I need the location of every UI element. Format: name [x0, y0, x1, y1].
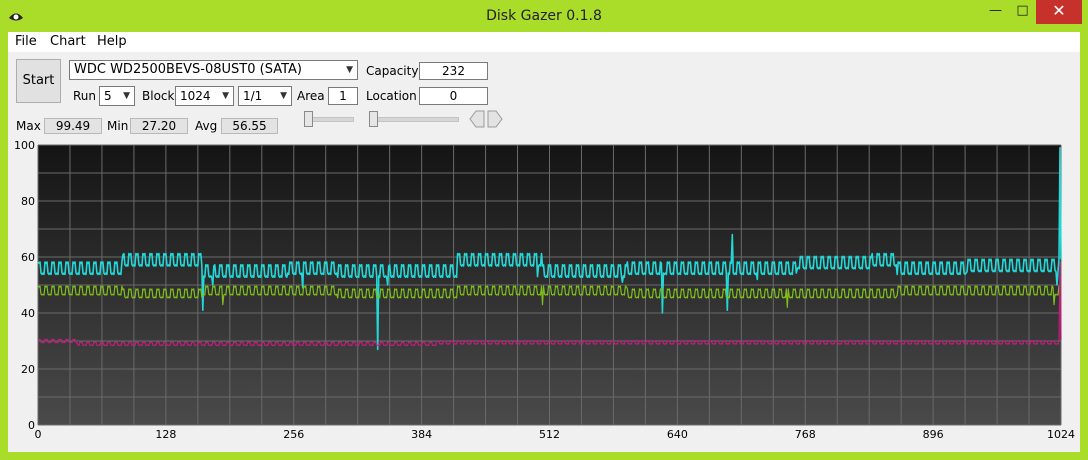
capacity-field: 232 — [419, 62, 488, 80]
location-field[interactable]: 0 — [419, 87, 488, 105]
max-value: 99.49 — [44, 118, 102, 134]
x-tick-label: 384 — [411, 428, 432, 441]
scroll-buttons — [469, 110, 503, 128]
location-label: Location — [366, 89, 417, 103]
window-title: Disk Gazer 0.1.8 — [486, 8, 602, 24]
drive-select[interactable]: WDC WD2500BEVS-08UST0 (SATA) ▼ — [69, 60, 358, 80]
run-select[interactable]: 5 ▼ — [99, 86, 135, 106]
start-button[interactable]: Start — [16, 59, 61, 103]
chart-series — [37, 147, 1062, 351]
x-tick-label: 896 — [923, 428, 944, 441]
x-tick-label: 128 — [155, 428, 176, 441]
area-field[interactable]: 1 — [328, 87, 358, 105]
scroll-left-icon[interactable] — [469, 110, 485, 128]
y-tick-label: 100 — [14, 140, 35, 152]
y-tick-label: 0 — [28, 419, 35, 432]
menu-help[interactable]: Help — [97, 34, 127, 49]
x-tick-label: 512 — [539, 428, 560, 441]
title-bar[interactable]: Disk Gazer 0.1.8 — □ ✕ — [0, 0, 1088, 32]
series-line-magenta — [37, 261, 1062, 347]
avg-value: 56.55 — [221, 118, 278, 134]
y-tick-label: 60 — [21, 251, 35, 264]
series-line-green — [37, 285, 1062, 308]
area-label: Area — [297, 89, 325, 103]
menu-file[interactable]: File — [15, 34, 37, 49]
y-tick-label: 20 — [21, 363, 35, 376]
x-tick-label: 256 — [283, 428, 304, 441]
position-slider-track[interactable] — [369, 117, 459, 122]
block-select-value: 1024 — [180, 89, 211, 103]
maximize-button[interactable]: □ — [1016, 3, 1029, 18]
y-tick-label: 80 — [21, 195, 35, 208]
drive-select-value: WDC WD2500BEVS-08UST0 (SATA) — [74, 62, 302, 77]
chevron-down-icon: ▼ — [280, 91, 287, 101]
x-tick-label: 1024 — [1047, 428, 1075, 441]
position-slider-thumb[interactable] — [369, 111, 378, 127]
chevron-down-icon: ▼ — [346, 65, 353, 75]
client-area: File Chart Help Start WDC WD2500BEVS-08U… — [8, 32, 1080, 452]
x-tick-label: 640 — [667, 428, 688, 441]
scroll-right-icon[interactable] — [487, 110, 503, 128]
ratio-select-value: 1/1 — [243, 89, 263, 103]
max-label: Max — [16, 119, 41, 133]
x-tick-label: 0 — [35, 428, 42, 441]
x-tick-label: 768 — [795, 428, 816, 441]
block-label: Block — [142, 89, 175, 103]
series-line-cyan — [37, 147, 1062, 351]
chevron-down-icon: ▼ — [222, 91, 229, 101]
run-label: Run — [73, 89, 97, 103]
min-label: Min — [107, 119, 129, 133]
avg-label: Avg — [195, 119, 218, 133]
ratio-select[interactable]: 1/1 ▼ — [238, 86, 292, 106]
y-tick-label: 40 — [21, 307, 35, 320]
speed-chart: 0 20 40 60 80 100 0 128 256 384 512 640 768 896 1024 — [14, 140, 1075, 441]
chart-axis-labels: 0 20 40 60 80 100 0 128 256 384 512 640 768 896 1024 — [14, 140, 1075, 441]
menu-chart[interactable]: Chart — [50, 34, 86, 49]
app-icon — [9, 13, 23, 21]
menu-bar: File Chart Help — [8, 32, 1080, 52]
chevron-down-icon: ▼ — [123, 91, 130, 101]
min-value: 27.20 — [130, 118, 188, 134]
capacity-label: Capacity — [366, 64, 419, 78]
block-select[interactable]: 1024 ▼ — [175, 86, 234, 106]
chart-grid — [37, 144, 1062, 426]
close-button[interactable]: ✕ — [1036, 0, 1082, 24]
run-select-value: 5 — [104, 89, 112, 103]
minimize-button[interactable]: — — [989, 3, 1002, 18]
zoom-slider-thumb[interactable] — [304, 111, 313, 127]
